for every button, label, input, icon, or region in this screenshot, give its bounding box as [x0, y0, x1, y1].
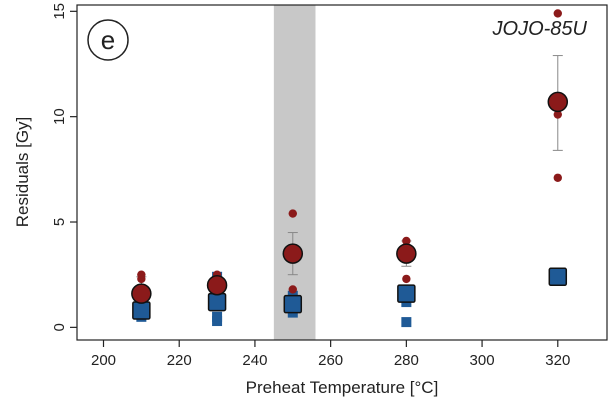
y-tick-label: 5 [51, 218, 68, 226]
aliquot-circle-point [137, 270, 146, 279]
x-tick-label: 200 [91, 352, 116, 369]
mean-square-point [132, 301, 151, 320]
x-tick-label: 280 [394, 352, 419, 369]
y-tick-label: 0 [51, 323, 68, 331]
aliquot-square-point [401, 317, 412, 328]
mean-circle-point [131, 283, 152, 304]
x-tick-label: 220 [167, 352, 192, 369]
aliquot-square-point [212, 311, 223, 322]
x-tick-label: 260 [318, 352, 343, 369]
aliquot-circle-point [288, 285, 297, 294]
panel-label-circle [87, 19, 129, 61]
aliquot-circle-point [402, 236, 411, 246]
x-tick-label: 240 [242, 352, 267, 369]
mean-circle-point [206, 274, 228, 296]
aliquot-circle-point [553, 173, 562, 182]
panel-label: e [101, 25, 115, 55]
mean-circle-point [282, 243, 304, 264]
mean-circle-point [547, 91, 569, 113]
mean-square-point [283, 294, 303, 314]
mean-square-point [397, 284, 416, 303]
y-tick-label: 10 [51, 108, 68, 125]
aliquot-circle-point [553, 9, 562, 18]
aliquot-circle-point [288, 209, 297, 218]
y-axis-label: Residuals [Gy] [13, 117, 32, 228]
plot-frame [76, 4, 608, 341]
x-axis-label: Preheat Temperature [°C] [246, 378, 439, 397]
plot-background [77, 5, 607, 340]
y-tick-label: 15 [51, 3, 68, 20]
mean-square-point [548, 267, 568, 287]
highlight-band [273, 5, 316, 340]
x-tick-label: 320 [545, 352, 570, 369]
aliquot-circle-point [402, 274, 411, 284]
sample-label: JOJO-85U [492, 18, 588, 40]
aliquot-circle-point [553, 110, 562, 119]
mean-square-point [207, 292, 227, 312]
mean-circle-point [396, 243, 417, 264]
x-tick-label: 300 [470, 352, 495, 369]
